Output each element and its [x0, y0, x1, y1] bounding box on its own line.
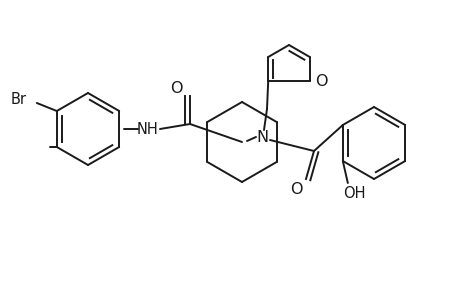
Text: Br: Br: [11, 92, 27, 106]
Text: O: O: [289, 182, 302, 196]
Text: OH: OH: [343, 185, 365, 200]
Text: O: O: [315, 74, 327, 88]
Text: O: O: [169, 80, 182, 95]
Text: N: N: [255, 130, 268, 145]
Text: NH: NH: [137, 122, 158, 136]
